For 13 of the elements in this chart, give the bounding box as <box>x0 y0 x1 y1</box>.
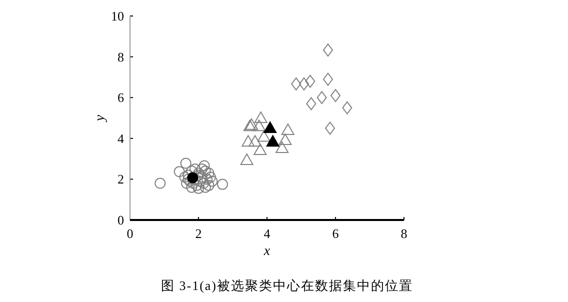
y-tick-label: 6 <box>118 90 124 106</box>
x-tick-label: 8 <box>400 226 408 241</box>
y-tick-label: 4 <box>118 130 124 146</box>
y-tick-label: 8 <box>118 49 124 64</box>
y-tick-label: 0 <box>118 212 124 228</box>
caption: 图 3-1(a)被选聚类中心在数据集中的位置 <box>160 278 414 293</box>
x-tick-label: 6 <box>332 226 340 241</box>
y-tick-label: 10 <box>111 8 124 24</box>
x-tick-label: 4 <box>264 226 271 241</box>
x-axis-title: x <box>262 244 271 259</box>
y-tick-label: 2 <box>118 172 124 187</box>
x-tick-label: 2 <box>195 226 202 241</box>
y-axis-title: y <box>93 114 108 124</box>
